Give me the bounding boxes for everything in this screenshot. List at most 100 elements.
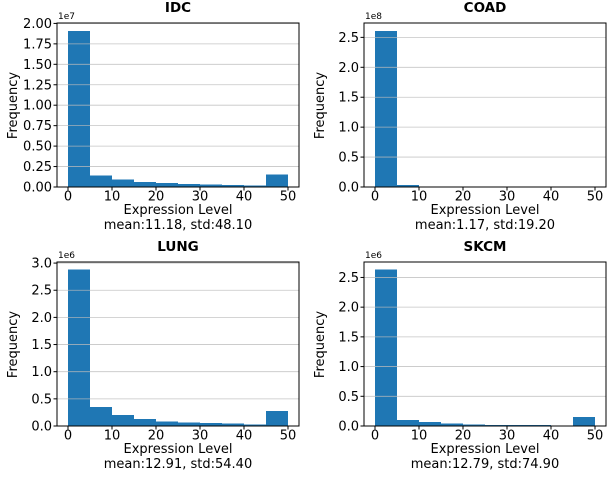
mean-std-label: mean:12.91, std:54.40 bbox=[103, 457, 253, 472]
chart-title-coad: COAD bbox=[463, 0, 507, 16]
y-tick-label: 1.50 bbox=[23, 58, 52, 73]
y-tick-label: 0.0 bbox=[338, 181, 359, 196]
histogram-bar bbox=[112, 179, 134, 187]
mean-std-label: mean:12.79, std:74.90 bbox=[410, 457, 560, 472]
x-tick-label: 50 bbox=[280, 190, 297, 205]
histogram-bar bbox=[266, 410, 288, 426]
y-tick-label: 1.0 bbox=[338, 121, 359, 136]
y-tick-label: 2.0 bbox=[338, 61, 359, 76]
y-tick-label: 1.25 bbox=[23, 78, 52, 93]
y-tick-label: 2.5 bbox=[31, 284, 52, 299]
x-tick-label: 10 bbox=[411, 429, 428, 444]
x-tick-label: 10 bbox=[411, 190, 428, 205]
y-tick-label: 2.00 bbox=[23, 17, 52, 32]
x-axis-label: Expression Level bbox=[123, 203, 233, 218]
x-tick-label: 20 bbox=[455, 429, 472, 444]
histogram-plot-idc: 0.00 0.25 0.50 0.75 1.00 1.25 1.50 1.75 2.00 0 10 2… bbox=[23, 12, 300, 205]
chart-title-idc: IDC bbox=[164, 0, 192, 16]
x-tick-label: 50 bbox=[587, 429, 604, 444]
x-tick-label: 30 bbox=[192, 190, 209, 205]
y-tick-label: 2.0 bbox=[31, 311, 52, 326]
subplot-idc: IDC Frequency 0.00 0.25 0.50 0.75 1.00 1.25 1.… bbox=[0, 0, 307, 239]
axis-offset-label: 1e7 bbox=[58, 12, 75, 22]
subplot-coad: COAD Frequency 0.0 0.5 1.0 1.5 2.0 2.5 0 10 20 30… bbox=[307, 0, 614, 239]
mean-std-label: mean:11.18, std:48.10 bbox=[103, 218, 253, 233]
histogram-bar bbox=[375, 30, 397, 187]
axis-offset-label: 1e8 bbox=[365, 12, 382, 22]
histogram-plot-skcm: 0.0 0.5 1.0 1.5 2.0 2.5 0 10 20 30 40 50 1e6 bbox=[338, 251, 607, 444]
histogram-bar bbox=[441, 423, 463, 426]
y-tick-label: 1.5 bbox=[338, 91, 359, 106]
y-tick-label: 2.0 bbox=[338, 301, 359, 316]
y-tick-label: 0.00 bbox=[23, 181, 52, 196]
y-tick-label: 1.00 bbox=[23, 99, 52, 114]
histogram-bar bbox=[244, 185, 266, 187]
subplot-skcm: SKCM Frequency 0.0 0.5 1.0 1.5 2.0 2.5 0 10 20 30… bbox=[307, 239, 614, 478]
mean-std-label: mean:1.17, std:19.20 bbox=[414, 218, 556, 233]
histogram-bar bbox=[156, 182, 178, 187]
x-tick-label: 20 bbox=[148, 429, 165, 444]
x-tick-label: 0 bbox=[64, 429, 72, 444]
histogram-plot-lung: 0.0 0.5 1.0 1.5 2.0 2.5 3.0 0 10 20 30 40 50 1e6 bbox=[31, 251, 300, 444]
histogram-bar bbox=[222, 423, 244, 426]
histogram-bar bbox=[397, 420, 419, 426]
y-tick-label: 3.0 bbox=[31, 257, 52, 272]
axes-border bbox=[56, 261, 300, 427]
x-tick-label: 50 bbox=[280, 429, 297, 444]
histogram-bar bbox=[397, 185, 419, 187]
x-axis-label: Expression Level bbox=[430, 203, 540, 218]
x-tick-label: 10 bbox=[104, 429, 121, 444]
axis-offset-label: 1e6 bbox=[58, 251, 75, 261]
histogram-bar bbox=[68, 269, 90, 426]
axes-border bbox=[363, 261, 607, 427]
y-tick-label: 0.5 bbox=[338, 151, 359, 166]
x-tick-label: 30 bbox=[192, 429, 209, 444]
histogram-bar bbox=[134, 181, 156, 187]
y-tick-label: 2.5 bbox=[338, 271, 359, 286]
y-tick-label: 0.5 bbox=[338, 390, 359, 405]
x-tick-label: 50 bbox=[587, 190, 604, 205]
histogram-bar bbox=[200, 184, 222, 187]
histogram-bar bbox=[266, 174, 288, 187]
y-tick-label: 0.75 bbox=[23, 119, 52, 134]
chart-title-skcm: SKCM bbox=[463, 239, 507, 255]
y-tick-label: 1.5 bbox=[31, 338, 52, 353]
histogram-bar bbox=[90, 175, 112, 187]
histogram-bar bbox=[200, 423, 222, 426]
x-axis-label: Expression Level bbox=[123, 442, 233, 457]
y-tick-label: 1.0 bbox=[31, 365, 52, 380]
histogram-plot-coad: 0.0 0.5 1.0 1.5 2.0 2.5 0 10 20 30 40 50 1e8 bbox=[338, 12, 607, 205]
x-tick-label: 0 bbox=[371, 190, 379, 205]
x-tick-label: 10 bbox=[104, 190, 121, 205]
x-tick-label: 0 bbox=[371, 429, 379, 444]
y-tick-label: 1.75 bbox=[23, 37, 52, 52]
x-tick-label: 40 bbox=[543, 429, 560, 444]
x-tick-label: 20 bbox=[455, 190, 472, 205]
y-tick-label: 1.0 bbox=[338, 360, 359, 375]
axis-offset-label: 1e6 bbox=[365, 251, 382, 261]
x-tick-label: 0 bbox=[64, 190, 72, 205]
histogram-bar bbox=[156, 421, 178, 426]
x-tick-label: 40 bbox=[236, 429, 253, 444]
y-tick-label: 2.5 bbox=[338, 31, 359, 46]
x-tick-label: 40 bbox=[236, 190, 253, 205]
subplot-lung: LUNG Frequency 0.0 0.5 1.0 1.5 2.0 2.5 3.0 0 10 2… bbox=[0, 239, 307, 478]
x-axis-label: Expression Level bbox=[430, 442, 540, 457]
y-tick-label: 0.0 bbox=[31, 420, 52, 435]
histogram-bar bbox=[68, 30, 90, 188]
histogram-bar bbox=[178, 422, 200, 426]
y-tick-label: 0.50 bbox=[23, 140, 52, 155]
y-tick-label: 0.0 bbox=[338, 420, 359, 435]
y-tick-label: 1.5 bbox=[338, 330, 359, 345]
histogram-bar bbox=[134, 418, 156, 426]
y-tick-label: 0.25 bbox=[23, 160, 52, 175]
x-tick-label: 30 bbox=[499, 429, 516, 444]
x-tick-label: 20 bbox=[148, 190, 165, 205]
x-tick-label: 40 bbox=[543, 190, 560, 205]
histogram-bar bbox=[178, 184, 200, 187]
histogram-bar bbox=[244, 424, 266, 426]
histogram-bar bbox=[419, 422, 441, 426]
histogram-bar bbox=[112, 415, 134, 426]
y-tick-label: 0.5 bbox=[31, 392, 52, 407]
